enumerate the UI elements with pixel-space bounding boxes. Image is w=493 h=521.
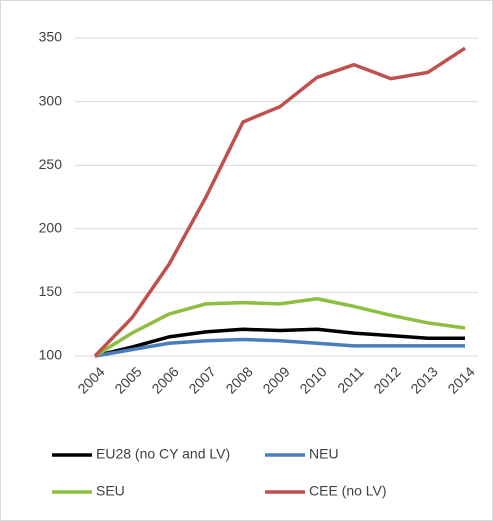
y-tick-label: 300 xyxy=(39,92,63,108)
y-tick-label: 350 xyxy=(39,29,63,45)
series-line xyxy=(94,337,465,358)
series-line xyxy=(94,297,466,358)
legend-label: EU28 (no CY and LV) xyxy=(96,446,230,462)
series-line xyxy=(94,327,465,358)
y-tick-label: 200 xyxy=(39,220,63,236)
legend-label: CEE (no LV) xyxy=(309,483,387,499)
legend-label: SEU xyxy=(96,483,125,499)
series-line xyxy=(93,46,466,358)
y-tick-label: 100 xyxy=(39,347,63,363)
y-tick-label: 250 xyxy=(39,156,63,172)
legend-label: NEU xyxy=(309,446,339,462)
y-tick-label: 150 xyxy=(39,283,63,299)
